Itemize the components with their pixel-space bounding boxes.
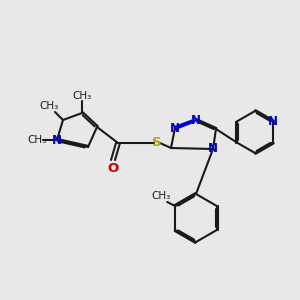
Text: N: N <box>170 122 180 134</box>
Text: N: N <box>52 134 62 146</box>
Text: N: N <box>191 113 201 127</box>
Text: N: N <box>208 142 218 155</box>
Text: CH₃: CH₃ <box>39 101 58 111</box>
Text: S: S <box>152 136 162 149</box>
Text: O: O <box>107 161 118 175</box>
Text: N: N <box>268 115 278 128</box>
Text: CH₃: CH₃ <box>152 191 171 201</box>
Text: CH₃: CH₃ <box>72 91 92 101</box>
Text: CH₃: CH₃ <box>27 135 46 145</box>
